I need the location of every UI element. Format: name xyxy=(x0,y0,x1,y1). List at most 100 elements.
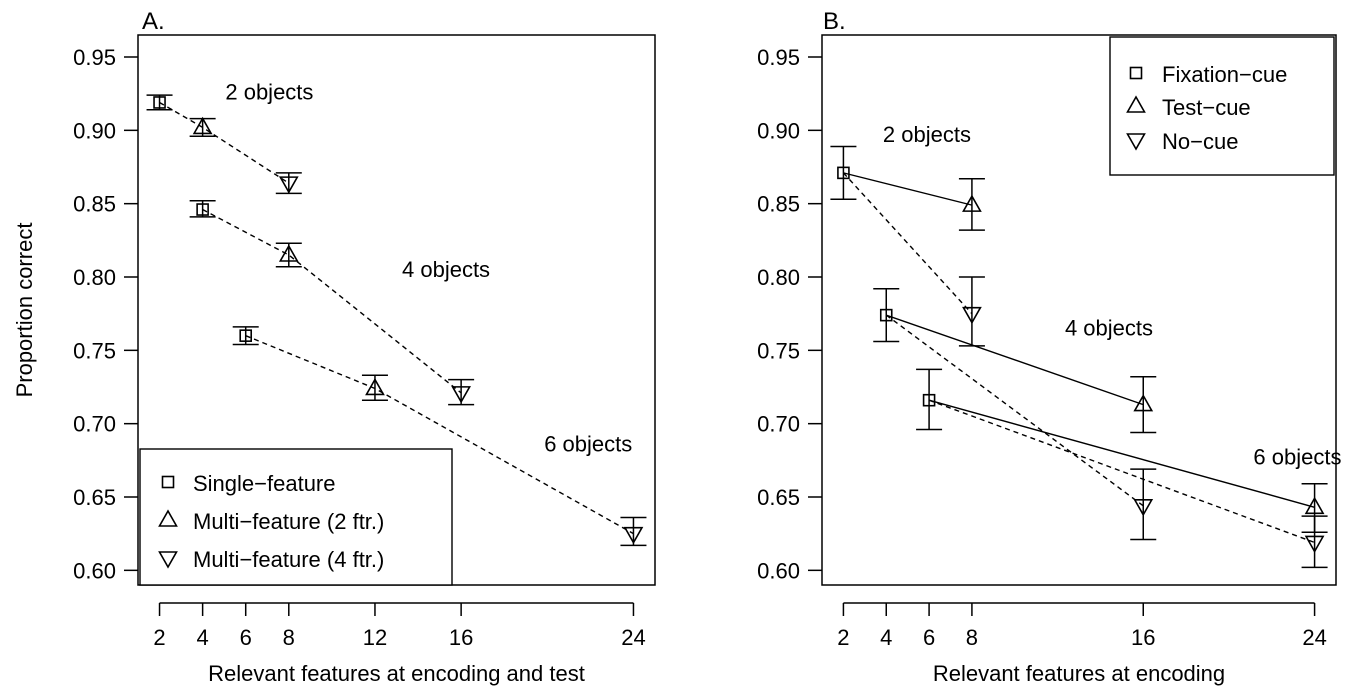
legend-square-marker xyxy=(1129,66,1143,80)
y-tick-label: 0.65 xyxy=(73,485,116,510)
group-label: 4 objects xyxy=(402,257,490,282)
y-tick-label: 0.90 xyxy=(757,118,800,143)
y-axis: 0.60 0.65 0.70 0.75 0.80 0.85 0.90 0.95 xyxy=(757,45,822,583)
y-tick-label: 0.75 xyxy=(757,338,800,363)
solid-line xyxy=(843,172,973,206)
x-axis-title: Relevant features at encoding xyxy=(933,661,1225,686)
legend: Single−feature Multi−feature (2 ftr.) Mult… xyxy=(139,448,453,586)
x-tick-label: 24 xyxy=(621,625,645,650)
dashed-line xyxy=(159,101,290,184)
data-point xyxy=(275,242,302,268)
x-tick-label: 8 xyxy=(283,625,295,650)
group-label: 6 objects xyxy=(544,432,632,457)
y-axis-title: Proportion correct xyxy=(12,223,37,398)
panel-tag: A. xyxy=(142,8,165,35)
y-tick-label: 0.75 xyxy=(73,338,116,363)
x-tick-label: 16 xyxy=(1131,625,1155,650)
solid-line xyxy=(886,314,1144,406)
square-marker xyxy=(837,166,850,180)
legend-label: No−cue xyxy=(1162,129,1238,154)
y-axis: 0.60 0.65 0.70 0.75 0.80 0.85 0.90 0.95 xyxy=(73,45,138,583)
data-point xyxy=(448,378,475,406)
x-tick-label: 6 xyxy=(240,625,252,650)
y-tick-label: 0.70 xyxy=(73,412,116,437)
triangle-up-marker xyxy=(962,194,982,212)
legend-label: Multi−feature (2 ftr.) xyxy=(193,509,384,534)
y-tick-label: 0.90 xyxy=(73,118,116,143)
data-point xyxy=(1130,468,1157,541)
solid-line xyxy=(928,399,1315,508)
legend: Fixation−cue Test−cue No−cue xyxy=(1109,36,1335,176)
group-label: 2 objects xyxy=(883,122,971,147)
legend-label: Multi−feature (4 ftr.) xyxy=(193,547,384,572)
square-marker xyxy=(196,203,209,216)
triangle-up-marker xyxy=(1133,393,1154,412)
data-point xyxy=(275,172,302,195)
dashed-line xyxy=(202,208,462,394)
data-point xyxy=(830,145,857,201)
dashed-line xyxy=(928,399,1315,544)
triangle-down-marker xyxy=(278,176,299,194)
legend-label: Fixation−cue xyxy=(1162,62,1287,87)
square-marker xyxy=(879,308,893,322)
data-point xyxy=(361,374,388,401)
legend-triangle-down-marker xyxy=(158,551,178,569)
data-point xyxy=(1301,515,1328,569)
plot-frame xyxy=(821,34,1337,586)
triangle-up-marker xyxy=(1304,496,1325,515)
legend-square-marker xyxy=(161,475,175,489)
series-lines xyxy=(842,172,1315,544)
y-tick-label: 0.60 xyxy=(73,558,116,583)
x-tick-label: 12 xyxy=(363,625,387,650)
legend-triangle-up-marker xyxy=(158,509,178,527)
panel-a: A.0.600.650.700.750.800.850.900.952 4 6 8 12… xyxy=(12,8,656,686)
triangle-down-marker xyxy=(623,526,644,545)
group-label: 4 objects xyxy=(1065,316,1153,341)
group-label: 6 objects xyxy=(1253,445,1341,470)
data-point xyxy=(958,276,985,347)
y-tick-label: 0.80 xyxy=(73,265,116,290)
y-tick-label: 0.85 xyxy=(73,192,116,217)
square-marker xyxy=(153,96,166,109)
triangle-up-marker xyxy=(278,244,299,262)
data-point xyxy=(1130,375,1157,434)
x-tick-label: 4 xyxy=(880,625,892,650)
x-tick-label: 24 xyxy=(1302,625,1326,650)
data-point xyxy=(873,287,900,343)
y-tick-label: 0.65 xyxy=(757,485,800,510)
data-point xyxy=(232,326,259,346)
x-tick-label: 2 xyxy=(837,625,849,650)
data-point xyxy=(620,516,647,547)
square-marker xyxy=(922,393,936,407)
triangle-down-marker xyxy=(962,306,982,325)
x-tick-label: 2 xyxy=(153,625,165,650)
triangle-up-marker xyxy=(192,116,213,135)
x-axis-title: Relevant features at encoding and test xyxy=(208,661,585,686)
panel-b: B.0.600.650.700.750.800.850.900.952 4 6 8 16… xyxy=(757,8,1341,686)
legend-label: Test−cue xyxy=(1162,95,1251,120)
data-point xyxy=(146,94,173,111)
y-tick-label: 0.85 xyxy=(757,192,800,217)
data-points xyxy=(830,145,1328,569)
x-tick-label: 4 xyxy=(197,625,209,650)
square-marker xyxy=(239,329,253,342)
data-point xyxy=(189,116,216,137)
y-tick-label: 0.95 xyxy=(757,45,800,70)
y-tick-label: 0.80 xyxy=(757,265,800,290)
x-tick-label: 6 xyxy=(923,625,935,650)
dashed-line xyxy=(842,172,973,315)
triangle-down-marker xyxy=(451,386,471,404)
panel-tag: B. xyxy=(823,8,846,35)
x-axis: 2 4 6 8 12 16 24 xyxy=(153,602,646,650)
x-axis: 2 4 6 8 16 24 xyxy=(837,602,1327,650)
data-point xyxy=(189,199,216,218)
group-label: 2 objects xyxy=(225,80,313,105)
legend-box xyxy=(1109,36,1335,176)
dashed-line xyxy=(885,314,1144,507)
triangle-up-marker xyxy=(365,377,385,396)
data-point xyxy=(958,177,985,231)
legend-box xyxy=(139,448,453,586)
y-tick-label: 0.60 xyxy=(757,558,800,583)
legend-triangle-down-marker xyxy=(1126,133,1146,151)
legend-label: Single−feature xyxy=(193,471,336,496)
